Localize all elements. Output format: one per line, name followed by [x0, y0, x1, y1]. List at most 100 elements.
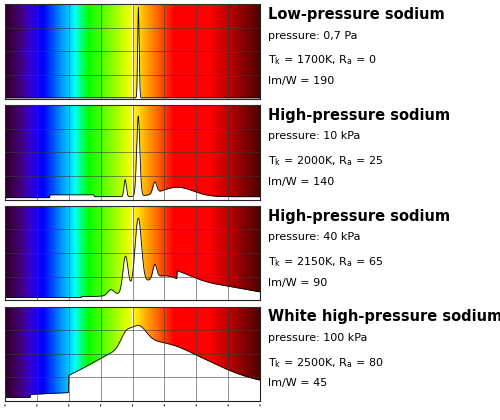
Bar	[42, 105, 43, 200]
Bar	[83, 206, 84, 300]
Bar	[230, 105, 231, 200]
Bar	[69, 4, 70, 99]
Bar	[69, 307, 70, 401]
Bar	[112, 105, 113, 200]
Bar	[71, 206, 72, 300]
Bar	[172, 307, 173, 401]
Bar	[224, 4, 225, 99]
Bar	[242, 4, 243, 99]
Bar	[226, 206, 227, 300]
Bar	[206, 105, 207, 200]
Bar	[207, 105, 208, 200]
Bar	[67, 4, 68, 99]
Bar	[9, 4, 10, 99]
Bar	[219, 4, 220, 99]
Bar	[258, 105, 259, 200]
Bar	[17, 4, 18, 99]
Bar	[139, 307, 140, 401]
Bar	[41, 307, 42, 401]
Bar	[113, 105, 114, 200]
Bar	[55, 206, 56, 300]
Bar	[48, 105, 49, 200]
Bar	[64, 105, 65, 200]
Bar	[105, 4, 106, 99]
Bar	[176, 105, 177, 200]
Bar	[210, 307, 211, 401]
Bar	[65, 105, 66, 200]
Bar	[152, 105, 153, 200]
Bar	[50, 4, 51, 99]
Bar	[138, 105, 139, 200]
Bar	[182, 307, 183, 401]
Bar	[120, 4, 122, 99]
Bar	[234, 105, 235, 200]
Bar	[46, 307, 47, 401]
Bar	[56, 4, 57, 99]
Bar	[107, 206, 108, 300]
Bar	[89, 4, 90, 99]
Bar	[151, 105, 152, 200]
Bar	[186, 105, 187, 200]
Bar	[192, 307, 193, 401]
Bar	[95, 4, 96, 99]
Bar	[166, 4, 167, 99]
Bar	[234, 4, 235, 99]
Bar	[75, 4, 76, 99]
Text: lm/W = 90: lm/W = 90	[268, 278, 327, 288]
Bar	[8, 4, 9, 99]
Bar	[153, 105, 154, 200]
Bar	[183, 105, 184, 200]
Bar	[202, 206, 203, 300]
Bar	[204, 307, 205, 401]
Bar	[161, 105, 162, 200]
Bar	[205, 4, 206, 99]
Bar	[154, 206, 155, 300]
Bar	[86, 105, 87, 200]
Bar	[170, 206, 171, 300]
Bar	[118, 4, 119, 99]
Bar	[119, 307, 120, 401]
Bar	[211, 4, 212, 99]
Bar	[230, 307, 231, 401]
Bar	[163, 105, 164, 200]
Bar	[78, 206, 79, 300]
Bar	[4, 206, 6, 300]
Bar	[256, 105, 257, 200]
Bar	[69, 105, 70, 200]
Bar	[196, 307, 197, 401]
Bar	[135, 4, 136, 99]
Bar	[28, 105, 29, 200]
Bar	[240, 4, 241, 99]
Text: White high-pressure sodium: White high-pressure sodium	[268, 310, 500, 324]
Bar	[87, 105, 88, 200]
Bar	[165, 105, 166, 200]
Bar	[244, 206, 245, 300]
Bar	[258, 307, 259, 401]
Bar	[57, 4, 58, 99]
Bar	[214, 307, 215, 401]
Bar	[23, 307, 24, 401]
Bar	[200, 206, 201, 300]
Bar	[80, 4, 81, 99]
Bar	[137, 105, 138, 200]
Bar	[104, 4, 105, 99]
Bar	[91, 105, 92, 200]
Bar	[136, 307, 137, 401]
Bar	[104, 206, 105, 300]
Bar	[177, 206, 178, 300]
Bar	[186, 4, 187, 99]
Bar	[172, 105, 173, 200]
Bar	[61, 4, 62, 99]
Bar	[130, 105, 131, 200]
Bar	[82, 105, 83, 200]
Bar	[246, 4, 247, 99]
Bar	[115, 307, 116, 401]
Bar	[66, 4, 67, 99]
Bar	[54, 4, 55, 99]
Bar	[196, 105, 197, 200]
Bar	[145, 307, 146, 401]
Bar	[244, 4, 245, 99]
Bar	[120, 105, 122, 200]
Bar	[155, 206, 156, 300]
Bar	[30, 4, 31, 99]
